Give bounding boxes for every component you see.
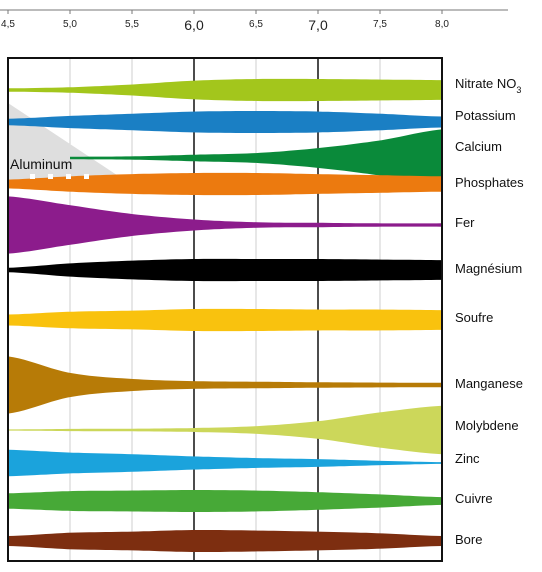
notch bbox=[66, 174, 71, 179]
nutrient-labels: Nitrate NO3 Potassium Calcium Phosphates Fer… bbox=[455, 76, 524, 547]
series-label-fer: Fer bbox=[455, 215, 475, 230]
series bbox=[8, 78, 442, 552]
notch bbox=[84, 174, 89, 179]
series-band-manganese bbox=[8, 356, 442, 414]
series-label-cuivre: Cuivre bbox=[455, 491, 493, 506]
series-band-nitrate bbox=[8, 78, 442, 102]
x-tick-label: 8,0 bbox=[435, 19, 449, 30]
x-axis: 4,5 5,0 5,5 6,0 6,5 7,0 7,5 8,0 bbox=[0, 9, 508, 33]
series-label-magnesium: Magnésium bbox=[455, 261, 522, 276]
notch bbox=[30, 174, 35, 179]
phosphate-notches bbox=[30, 174, 89, 179]
notch bbox=[48, 174, 53, 179]
series-band-molybdene bbox=[8, 405, 442, 455]
x-tick-label: 7,5 bbox=[373, 19, 387, 30]
series-band-fer bbox=[8, 196, 442, 254]
series-label-molybdene: Molybdene bbox=[455, 418, 519, 433]
series-band-magnesium bbox=[8, 258, 442, 282]
series-label-bore: Bore bbox=[455, 532, 482, 547]
series-band-calcium bbox=[70, 129, 442, 187]
x-tick-label: 6,5 bbox=[249, 19, 263, 30]
series-label-phosphates: Phosphates bbox=[455, 175, 524, 190]
x-tick-label: 4,5 bbox=[1, 19, 15, 30]
series-band-zinc bbox=[8, 449, 442, 477]
x-tick-label: 6,0 bbox=[184, 17, 204, 33]
aluminum-label: Aluminum bbox=[10, 156, 72, 172]
series-band-bore bbox=[8, 530, 442, 552]
series-label-calcium: Calcium bbox=[455, 139, 502, 154]
series-band-potassium bbox=[8, 111, 442, 133]
plot-frame bbox=[7, 57, 443, 562]
series-label-soufre: Soufre bbox=[455, 310, 493, 325]
series-label-zinc: Zinc bbox=[455, 451, 480, 466]
series-band-soufre bbox=[8, 308, 442, 332]
series-label-nitrate: Nitrate NO3 bbox=[455, 76, 521, 95]
x-tick-label: 5,0 bbox=[63, 19, 77, 30]
x-tick-label: 5,5 bbox=[125, 19, 139, 30]
series-label-potassium: Potassium bbox=[455, 108, 516, 123]
x-tick-label: 7,0 bbox=[308, 17, 328, 33]
series-band-cuivre bbox=[8, 490, 442, 512]
series-band-phosphates bbox=[8, 172, 442, 196]
series-label-manganese: Manganese bbox=[455, 376, 523, 391]
